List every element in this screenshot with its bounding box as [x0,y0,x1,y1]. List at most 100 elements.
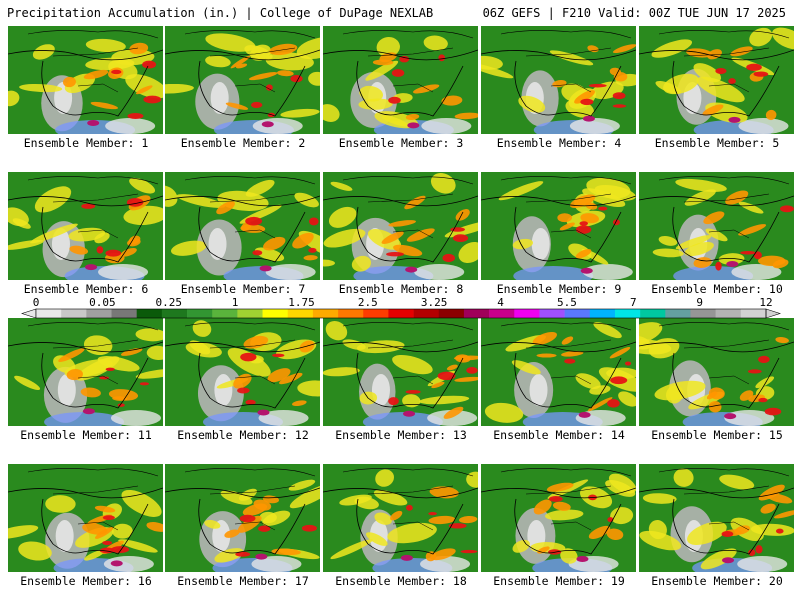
ensemble-member-label: Ensemble Member: 20 [651,574,783,588]
colorbar-tick-label: 12 [759,296,772,309]
colorbar-swatch [413,309,440,318]
ensemble-member-map [8,464,163,572]
colorbar-tick-label: 0 [33,296,40,309]
ensemble-member-map [639,172,794,280]
precipitation-map-image [165,318,320,426]
ensemble-member-map [165,172,320,280]
colorbar-max-arrow [765,308,781,319]
ensemble-member-map [481,464,636,572]
precipitation-map-image [323,26,478,134]
ensemble-member-map [8,318,163,426]
ensemble-member-map [8,172,163,280]
chart-title: Precipitation Accumulation (in.) | Colle… [7,6,434,20]
colorbar-tick-label: 9 [696,296,703,309]
colorbar-swatch [463,309,490,318]
ensemble-member-map [165,464,320,572]
ensemble-member-label: Ensemble Member: 17 [177,574,309,588]
colorbar-swatch [338,309,364,318]
colorbar-swatch [36,309,62,318]
colorbar-swatch [312,309,339,318]
ensemble-member-label: Ensemble Member: 13 [335,428,467,442]
precipitation-map-image [481,172,636,280]
precipitation-map-image [165,464,320,572]
colorbar-swatch [212,309,238,318]
ensemble-member-label: Ensemble Member: 7 [180,282,306,296]
ensemble-member-label: Ensemble Member: 18 [335,574,467,588]
colorbar-swatch [514,309,540,318]
ensemble-member-map [323,464,478,572]
precipitation-map-image [639,318,794,426]
model-run-info: 06Z GEFS | F210 Valid: 00Z TUE JUN 17 20… [482,6,786,20]
colorbar-swatch [438,309,465,318]
colorbar-swatch [237,309,263,318]
ensemble-member-label: Ensemble Member: 16 [20,574,152,588]
ensemble-member-map [165,26,320,134]
ensemble-member-label: Ensemble Member: 2 [180,136,306,150]
precipitation-map-image [8,26,163,134]
ensemble-member-map [323,26,478,134]
colorbar-tick-label: 4 [497,296,504,309]
colorbar-swatch [740,309,767,318]
ensemble-member-map [8,26,163,134]
colorbar-swatch [287,309,314,318]
colorbar-swatch [363,309,389,318]
colorbar-swatch [564,309,591,318]
colorbar-swatch [61,309,87,318]
colorbar-swatch [262,309,289,318]
ensemble-member-label: Ensemble Member: 4 [496,136,622,150]
ensemble-member-map [639,464,794,572]
colorbar-tick-label: 0.25 [155,296,182,309]
colorbar-tick-label: 3.25 [421,296,448,309]
precipitation-map-image [323,464,478,572]
ensemble-member-map [639,26,794,134]
precipitation-map-image [481,464,636,572]
precipitation-map-image [323,172,478,280]
ensemble-member-label: Ensemble Member: 6 [23,282,149,296]
colorbar-tick-label: 0.05 [89,296,116,309]
precipitation-map-image [639,172,794,280]
colorbar-tick-label: 7 [630,296,637,309]
ensemble-member-map [323,172,478,280]
ensemble-member-label: Ensemble Member: 11 [20,428,152,442]
precipitation-map-image [8,464,163,572]
ensemble-member-label: Ensemble Member: 8 [338,282,464,296]
ensemble-member-label: Ensemble Member: 10 [651,282,783,296]
colorbar-tick-label: 2.5 [358,296,378,309]
precipitation-map-image [481,318,636,426]
colorbar-swatch [86,309,112,318]
colorbar-tick-label: 5.5 [557,296,577,309]
colorbar-swatch [589,309,616,318]
precipitation-map-image [639,464,794,572]
ensemble-member-label: Ensemble Member: 3 [338,136,464,150]
ensemble-member-map [481,26,636,134]
colorbar-swatch [665,309,691,318]
colorbar-swatch [539,309,565,318]
precipitation-map-image [481,26,636,134]
colorbar-swatch [715,309,742,318]
colorbar-tick-label: 1.75 [288,296,315,309]
ensemble-member-map [323,318,478,426]
colorbar-swatch [614,309,641,318]
colorbar-swatch [187,309,213,318]
ensemble-member-map [481,172,636,280]
ensemble-member-label: Ensemble Member: 19 [493,574,625,588]
colorbar-swatch [489,309,515,318]
precipitation-map-image [8,318,163,426]
colorbar-swatch [136,309,163,318]
precipitation-map-image [165,172,320,280]
precipitation-map-image [8,172,163,280]
colorbar-swatch [388,309,414,318]
ensemble-member-label: Ensemble Member: 5 [654,136,780,150]
colorbar-swatch [111,309,137,318]
colorbar-swatch [161,309,188,318]
precipitation-map-image [639,26,794,134]
ensemble-member-label: Ensemble Member: 15 [651,428,783,442]
colorbar-swatch [690,309,716,318]
ensemble-member-label: Ensemble Member: 9 [496,282,622,296]
precipitation-map-image [165,26,320,134]
ensemble-member-map [165,318,320,426]
colorbar-swatch [640,309,666,318]
ensemble-member-label: Ensemble Member: 1 [23,136,149,150]
ensemble-member-map [481,318,636,426]
colorbar-min-arrow [21,308,37,319]
